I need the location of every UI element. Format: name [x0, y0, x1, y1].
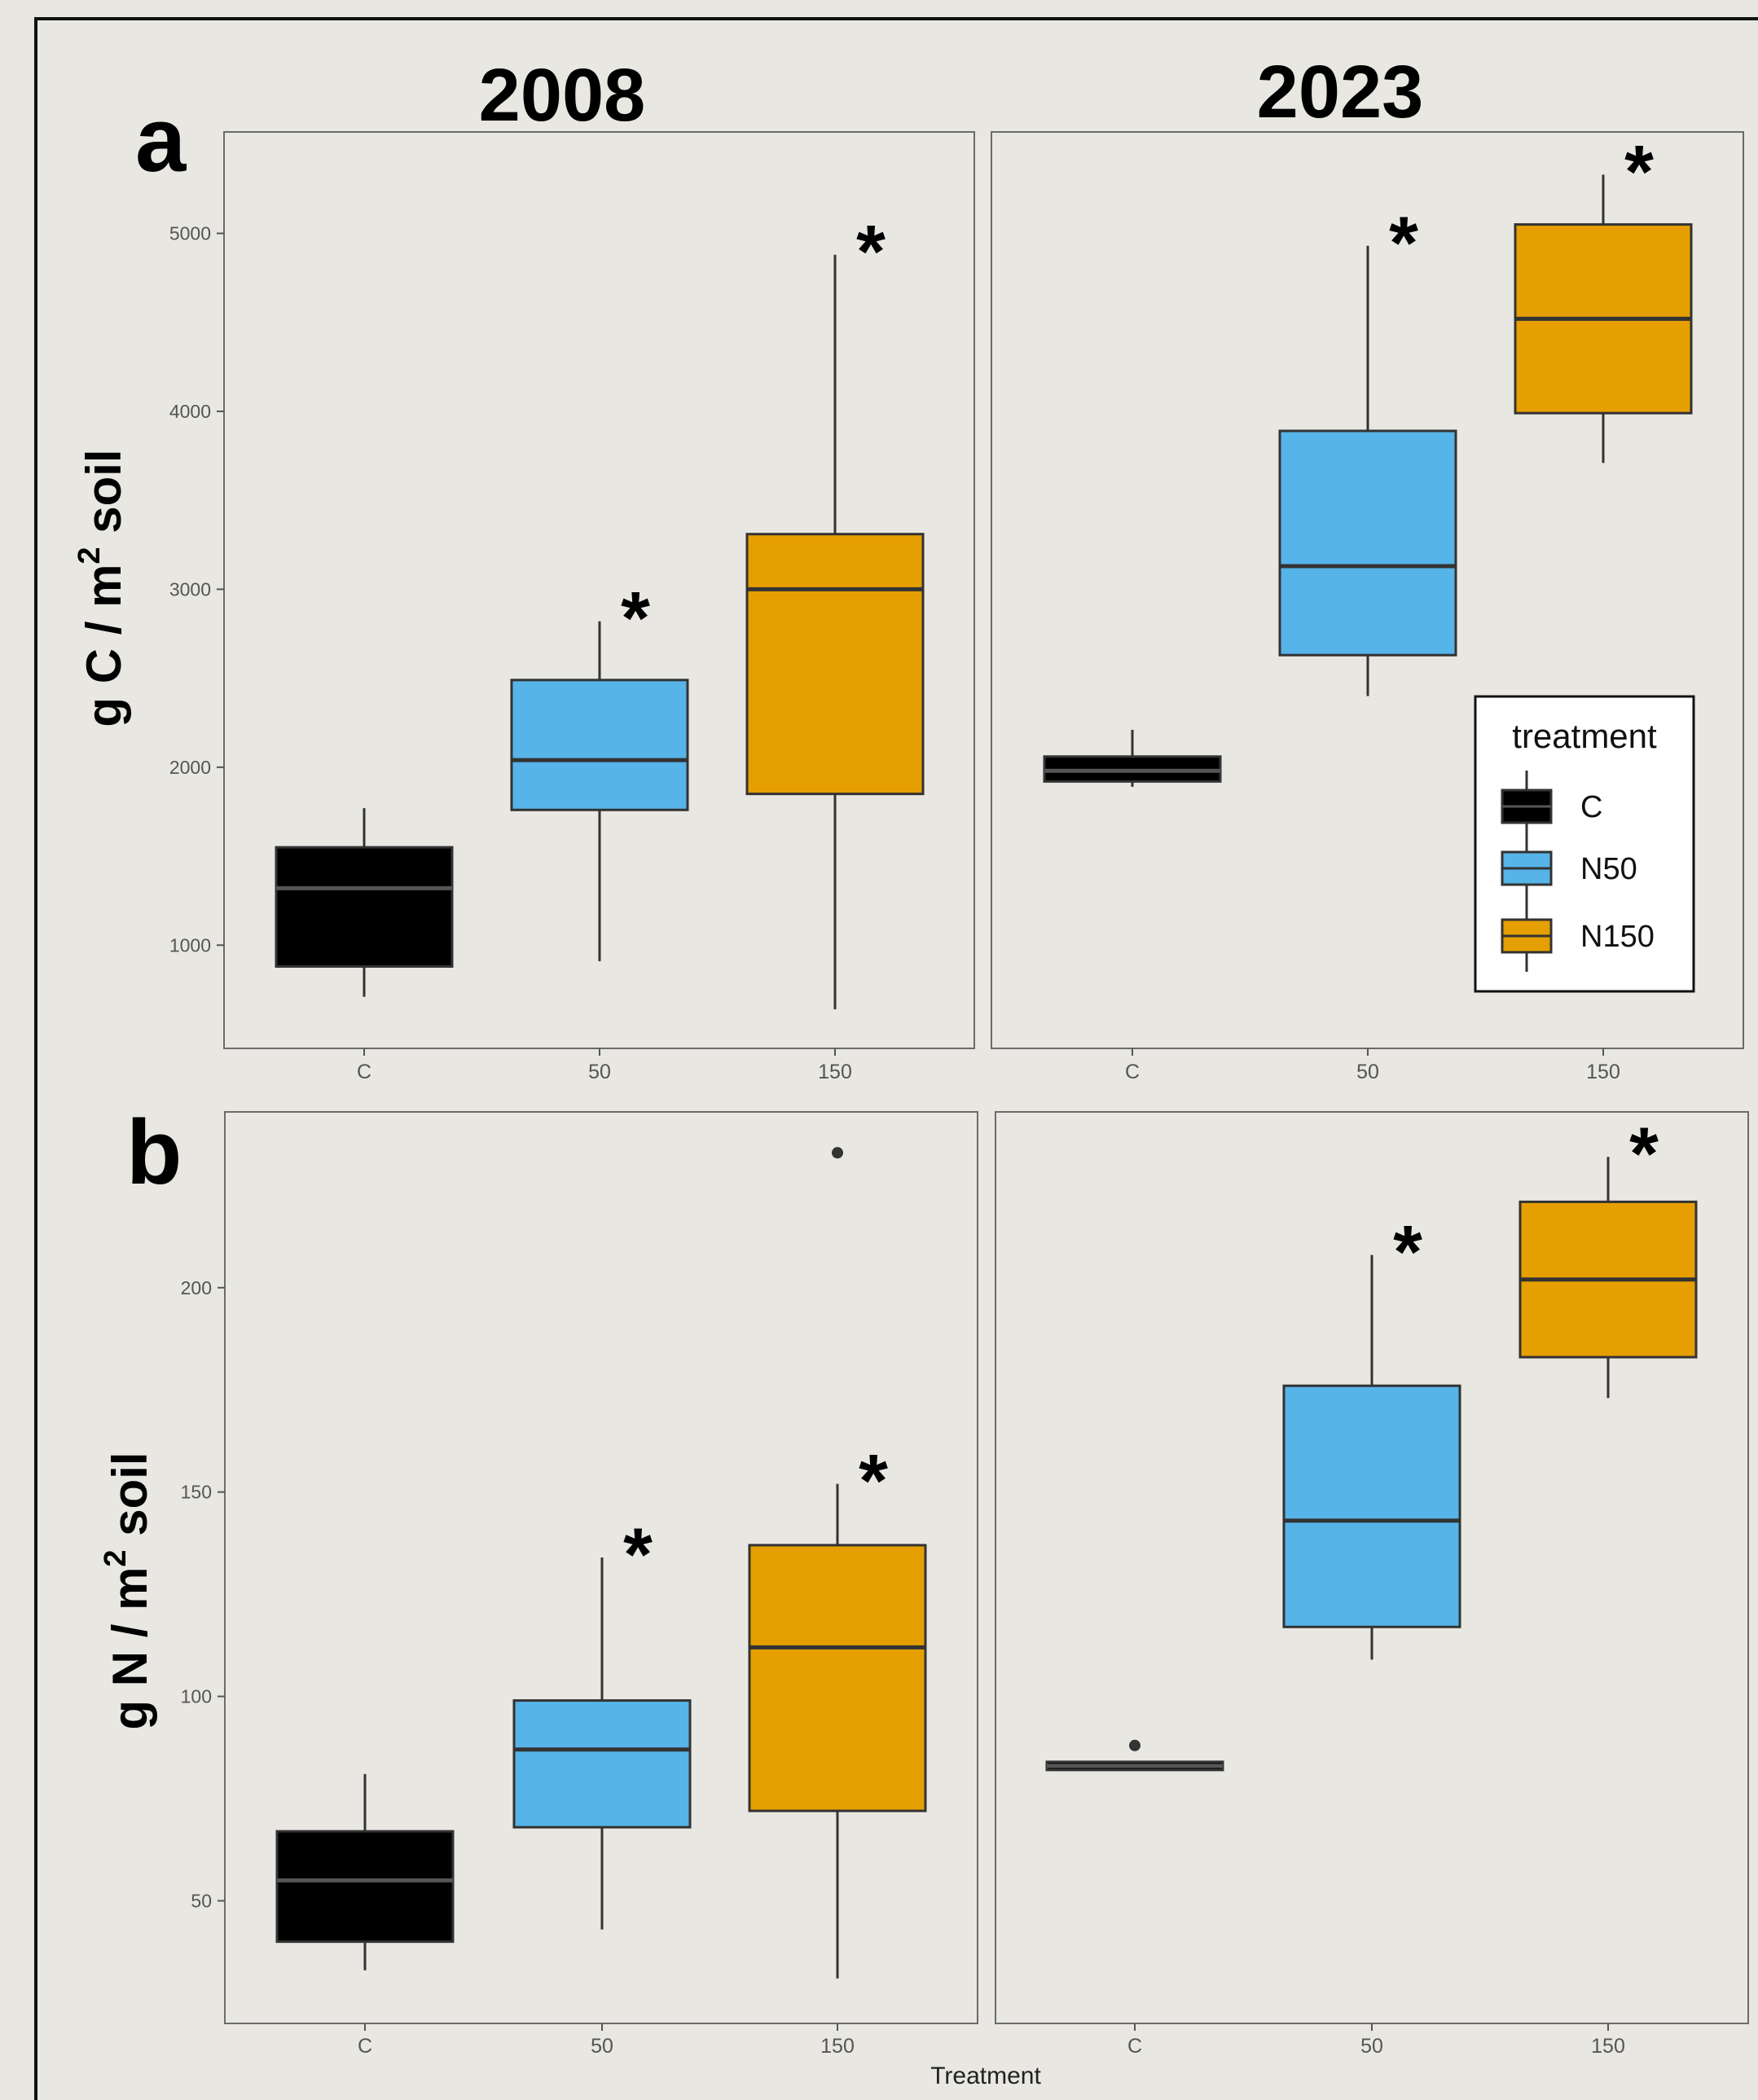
svg-text:g N / m2 soil: g N / m2 soil	[99, 1452, 157, 1729]
x-tick-label: C	[1127, 2035, 1142, 2058]
box-body	[1278, 429, 1457, 657]
row-label-b: b	[126, 1101, 182, 1203]
legend-item-N150: N150	[1501, 900, 1655, 972]
panel-b-2008: 50 100 150 200 C 50 150 * *	[181, 1111, 978, 2058]
box-50: *	[1282, 1211, 1461, 1660]
figure-border	[34, 17, 1758, 2100]
y-tick-label: 5000	[169, 223, 211, 244]
x-axis-title: Treatment	[930, 2063, 1041, 2089]
legend-item-N50: N50	[1501, 833, 1637, 904]
significance-star: *	[1389, 202, 1418, 285]
x-tick-label: 150	[818, 1061, 852, 1083]
box-50: *	[1278, 202, 1457, 696]
y-axis-title-nitrogen-prefix: g N / m	[103, 1567, 157, 1730]
box-150: *	[748, 1147, 927, 1979]
y-axis-title-nitrogen-suffix: soil	[103, 1452, 157, 1549]
x-tick-label: 50	[591, 2035, 613, 2058]
legend-item-label: C	[1580, 790, 1602, 824]
x-tick-label: 50	[1360, 2035, 1383, 2058]
box-body	[1282, 1384, 1461, 1628]
legend-item-label: N150	[1580, 920, 1655, 954]
y-tick-label: 3000	[169, 578, 211, 600]
y-tick-label: 2000	[169, 757, 211, 778]
y-tick-label: 50	[191, 1890, 212, 1911]
box-body	[510, 679, 689, 811]
box-body	[275, 846, 454, 969]
box-body	[512, 1699, 692, 1829]
significance-star: *	[859, 1440, 888, 1523]
x-tick-label: 150	[1591, 2035, 1625, 2058]
outlier-point	[1129, 1739, 1141, 1751]
x-tick-label: C	[1125, 1061, 1140, 1083]
significance-star: *	[1629, 1113, 1659, 1196]
box-150: *	[745, 211, 925, 1009]
box-150: *	[1518, 1113, 1698, 1399]
box-150: *	[1514, 130, 1693, 463]
significance-star: *	[621, 578, 650, 661]
significance-star: *	[623, 1513, 653, 1597]
legend-item-label: N50	[1580, 852, 1637, 886]
significance-star: *	[1624, 130, 1654, 213]
x-tick-label: 50	[1356, 1061, 1379, 1083]
year-title-2023: 2023	[1257, 51, 1424, 134]
box-body	[275, 1830, 455, 1944]
y-axis-title-nitrogen-sup: 2	[99, 1549, 133, 1566]
y-tick-label: 4000	[169, 401, 211, 422]
y-axis-title-carbon: g C / m2 soil	[73, 449, 131, 727]
x-tick-label: C	[358, 2035, 372, 2058]
box-body	[748, 1544, 927, 1812]
x-tick-label: 50	[588, 1061, 611, 1083]
y-axis-title-nitrogen: g N / m2 soil	[99, 1452, 157, 1729]
y-axis-title-carbon-sup: 2	[73, 547, 107, 564]
y-tick-label: 150	[181, 1482, 212, 1503]
x-tick-label: 150	[820, 2035, 855, 2058]
box-50: *	[510, 578, 689, 961]
row-label-a: a	[135, 89, 187, 191]
box-C	[275, 808, 454, 997]
box-50: *	[512, 1513, 692, 1930]
y-axis-title-carbon-suffix: soil	[77, 449, 131, 547]
box-C	[275, 1773, 455, 1970]
panel-a-2008: 1000 2000 3000 4000 5000 C 50 150 * *	[169, 131, 975, 1083]
x-tick-label: 150	[1586, 1061, 1620, 1083]
significance-star: *	[1393, 1211, 1422, 1294]
box-C	[1045, 1739, 1224, 1772]
outlier-point	[832, 1147, 843, 1159]
year-title-2008: 2008	[479, 54, 646, 137]
box-body	[745, 533, 925, 796]
y-tick-label: 1000	[169, 934, 211, 956]
legend: treatment C N50 N150	[1474, 695, 1695, 993]
y-tick-label: 100	[181, 1686, 212, 1707]
panel-b-2023: C 50 150 * *	[995, 1111, 1749, 2058]
legend-title: treatment	[1512, 717, 1657, 755]
y-tick-label: 200	[181, 1277, 212, 1298]
box-C	[1043, 729, 1222, 787]
y-axis-title-carbon-prefix: g C / m	[77, 565, 131, 727]
significance-star: *	[856, 211, 886, 294]
x-tick-label: C	[357, 1061, 371, 1083]
svg-text:g C / m2 soil: g C / m2 soil	[73, 449, 131, 727]
legend-item-C: C	[1501, 771, 1602, 842]
